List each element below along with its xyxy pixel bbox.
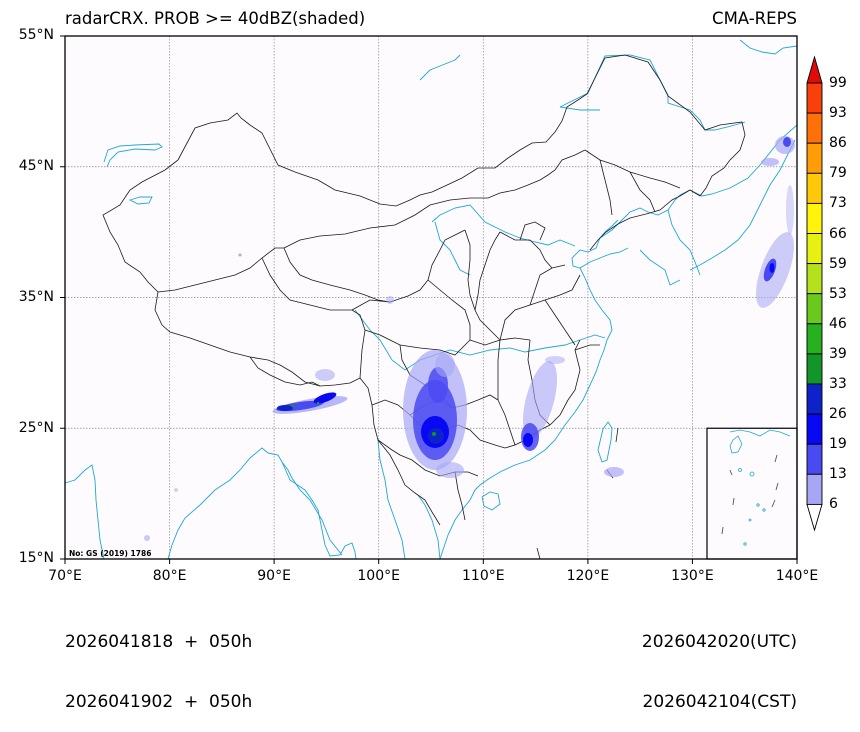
x-tick-120e: 120°E	[566, 568, 610, 584]
map-plot	[60, 35, 823, 564]
x-tick-110e: 110°E	[462, 568, 505, 584]
y-tick-15n: 15°N	[18, 550, 54, 566]
colorbar-label-99: 99	[829, 75, 847, 91]
colorbar-label-86: 86	[829, 135, 847, 152]
colorbar-label-59: 59	[829, 255, 847, 272]
init-time-utc: 2026041818 + 050h	[65, 632, 253, 652]
colorbar-label-6: 6	[829, 496, 838, 513]
colorbar-label-93: 93	[829, 105, 847, 122]
inset-features	[729, 429, 791, 546]
init-time-block: 2026041818 + 050h 2026041902 + 050h	[65, 592, 252, 732]
y-tick-35n: 35°N	[18, 289, 54, 305]
x-tick-140e: 140°E	[775, 568, 819, 584]
coastlines	[64, 39, 798, 560]
x-tick-90e: 90°E	[257, 568, 291, 584]
colorbar-label-39: 39	[829, 345, 847, 362]
x-tick-70e: 70°E	[48, 568, 82, 584]
colorbar-label-53: 53	[829, 285, 847, 302]
colorbar-label-26: 26	[829, 406, 847, 423]
boundaries	[102, 54, 746, 560]
tick-marks	[60, 35, 798, 564]
colorbar-label-33: 33	[829, 376, 847, 392]
y-tick-45n: 45°N	[18, 158, 54, 174]
x-tick-130e: 130°E	[671, 568, 714, 584]
model-name: CMA-REPS	[712, 9, 797, 28]
valid-time-cst: 2026042104(CST)	[642, 692, 797, 712]
colorbar-label-19: 19	[829, 436, 847, 453]
x-tick-100e: 100°E	[357, 568, 400, 584]
colorbar-label-79: 79	[829, 165, 847, 182]
colorbar-label-73: 73	[829, 195, 847, 212]
chart-title: radarCRX. PROB >= 40dBZ(shaded)	[65, 9, 366, 28]
init-time-cst: 2026041902 + 050h	[65, 692, 253, 712]
y-tick-25n: 25°N	[18, 420, 54, 436]
valid-time-utc: 2026042020(UTC)	[641, 632, 797, 652]
x-tick-80e: 80°E	[152, 568, 187, 584]
colorbar-label-13: 13	[829, 466, 847, 483]
probability-shading	[144, 136, 795, 541]
inset-dashes	[721, 454, 779, 535]
y-tick-55n: 55°N	[18, 27, 54, 43]
south-china-sea-inset	[706, 427, 798, 560]
colorbar	[806, 55, 823, 532]
colorbar-label-46: 46	[829, 315, 847, 332]
map-approval-note: No: GS (2019) 1786	[69, 549, 152, 558]
valid-time-block: 2026042020(UTC) 2026042104(CST)	[642, 592, 797, 732]
colorbar-label-66: 66	[829, 225, 847, 242]
